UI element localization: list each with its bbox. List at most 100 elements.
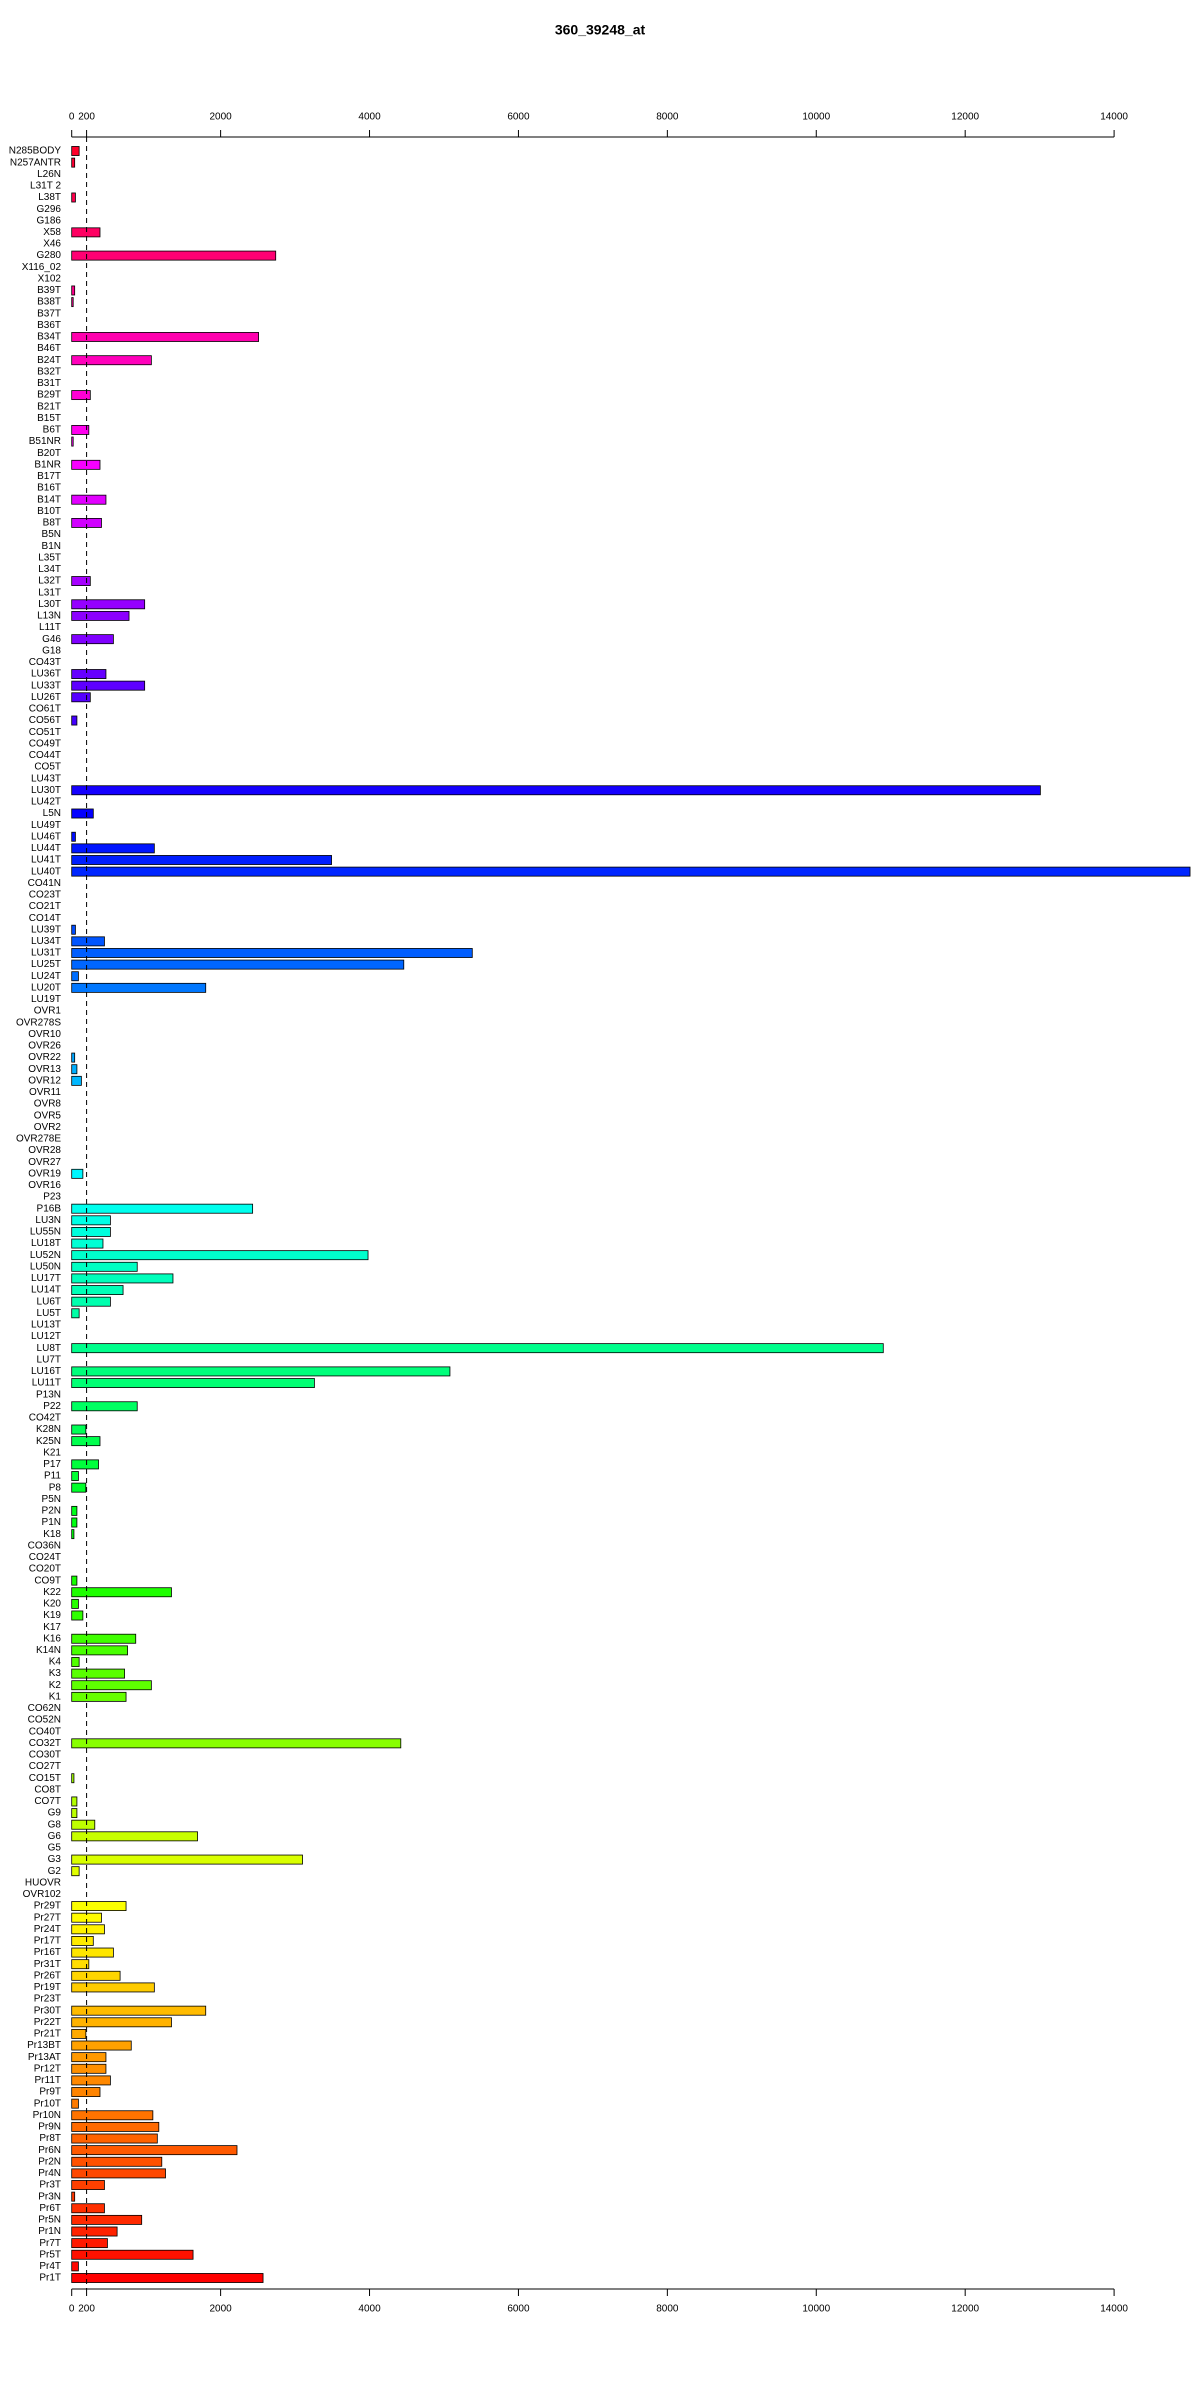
y-tick-label: Pr3N — [38, 2191, 61, 2202]
y-tick-label: Pr11T — [35, 2075, 62, 2086]
y-tick-label: B32T — [37, 366, 61, 377]
bar — [71, 1645, 128, 1656]
y-tick-label: LU39T — [31, 924, 61, 935]
y-tick-label: Pr9N — [38, 2122, 61, 2133]
y-tick-label: Pr17T — [34, 1936, 61, 1947]
bar — [71, 1901, 127, 1911]
x-tick-label: 2000 — [209, 112, 232, 123]
y-tick-label: P11 — [44, 1471, 61, 1482]
bar — [71, 285, 76, 296]
y-tick-label: B1N — [42, 541, 61, 552]
bar — [71, 2145, 238, 2156]
bar — [71, 1854, 303, 1865]
y-tick-label: Pr8T — [39, 2133, 61, 2144]
y-tick-label: CO61T — [29, 704, 61, 715]
bar — [71, 1598, 79, 1609]
y-tick-label: Pr13BT — [27, 2040, 61, 2051]
y-tick-label: OVR2 — [34, 1122, 62, 1133]
y-tick-label: CO56T — [29, 715, 61, 726]
x-tick-label: 2000 — [209, 2304, 232, 2315]
y-tick-label: Pr21T — [34, 2029, 61, 2040]
y-tick-label: B38T — [37, 297, 61, 308]
y-tick-label: LU8T — [37, 1343, 61, 1354]
y-tick-label: LU12T — [31, 1331, 61, 1342]
x-tick-label: 0 — [69, 2304, 75, 2315]
x-tick-label: 200 — [78, 2304, 95, 2315]
bar — [71, 1203, 254, 1214]
bar — [71, 2121, 160, 2132]
bar — [71, 1471, 79, 1481]
y-tick-label: K17 — [43, 1622, 61, 1633]
y-tick-label: CO44T — [29, 750, 61, 761]
y-tick-label: OVR27 — [28, 1157, 61, 1168]
y-tick-label: L26N — [37, 169, 61, 180]
bar — [71, 924, 76, 935]
y-tick-label: CO24T — [29, 1552, 61, 1563]
bar — [71, 494, 107, 505]
bar — [71, 1401, 138, 1412]
bar — [71, 2214, 143, 2225]
y-tick-label: CO41N — [28, 878, 61, 889]
y-tick-label: G5 — [48, 1843, 62, 1854]
y-tick-label: LU6T — [37, 1296, 61, 1307]
y-tick-label: K14N — [36, 1645, 61, 1656]
bar — [71, 2075, 111, 2086]
y-tick-label: CO36N — [28, 1540, 61, 1551]
x-tick-label: 10000 — [802, 2304, 830, 2315]
y-tick-label: CO40T — [29, 1726, 61, 1737]
y-tick-label: Pr19T — [34, 1982, 61, 1993]
y-tick-label: P22 — [43, 1401, 61, 1412]
y-tick-label: OVR26 — [28, 1041, 61, 1052]
bar — [71, 1296, 111, 1307]
y-tick-label: CO52N — [28, 1715, 61, 1726]
bar — [71, 459, 101, 470]
bar — [71, 192, 76, 203]
y-tick-label: OVR102 — [23, 1889, 62, 1900]
bar — [71, 1738, 402, 1749]
bar — [71, 2087, 101, 2097]
bar — [71, 866, 1191, 877]
bar — [71, 1273, 174, 1284]
x-tick-label: 8000 — [656, 2304, 679, 2315]
bar — [71, 1168, 84, 1179]
y-tick-label: CO21T — [29, 901, 61, 912]
y-tick-label: L35T — [38, 552, 61, 563]
x-tick-label: 8000 — [656, 112, 679, 123]
x-tick-label: 0 — [69, 112, 75, 123]
y-tick-label: G186 — [37, 215, 62, 226]
y-tick-label: LU52N — [30, 1250, 61, 1261]
y-tick-label: K3 — [49, 1668, 62, 1679]
y-tick-label: LU43T — [31, 773, 61, 784]
y-tick-label: OVR19 — [28, 1168, 61, 1179]
y-tick-label: LU11T — [32, 1378, 61, 1389]
y-tick-label: LU17T — [31, 1273, 61, 1284]
y-tick-label: L34T — [38, 564, 61, 575]
y-tick-label: LU44T — [31, 843, 61, 854]
bar — [71, 948, 473, 958]
bar — [71, 2203, 105, 2214]
y-tick-label: L13N — [37, 611, 61, 622]
bar — [71, 634, 114, 645]
bar — [71, 390, 91, 401]
bar — [71, 1831, 198, 1842]
y-tick-label: CO32T — [29, 1738, 61, 1749]
bar — [71, 808, 94, 819]
y-tick-label: OVR10 — [28, 1029, 61, 1040]
y-tick-label: B46T — [37, 343, 61, 354]
y-tick-label: Pr12T — [34, 2063, 61, 2074]
bar — [71, 1796, 78, 1807]
bar — [71, 1633, 137, 1644]
y-tick-label: B37T — [37, 308, 61, 319]
bar — [71, 599, 146, 610]
y-tick-label: LU33T — [31, 680, 61, 691]
bar — [71, 2110, 154, 2121]
x-tick-label: 14000 — [1100, 2304, 1128, 2315]
y-tick-label: Pr4T — [39, 2261, 61, 2272]
bar — [71, 2191, 76, 2202]
bar — [71, 1808, 78, 1819]
bar — [71, 1378, 315, 1388]
y-tick-label: CO51T — [29, 727, 61, 738]
bar — [71, 2098, 79, 2109]
y-tick-label: X58 — [43, 227, 61, 238]
x-tick-label: 12000 — [951, 112, 979, 123]
